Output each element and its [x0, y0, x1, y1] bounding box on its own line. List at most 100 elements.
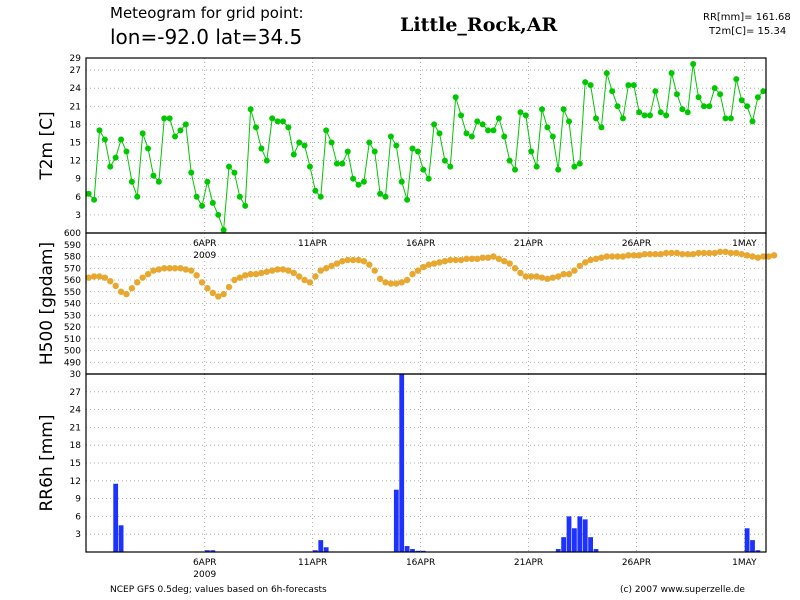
h500-point: [274, 266, 281, 273]
h500-point: [112, 282, 119, 290]
t2m-point: [479, 121, 486, 128]
t2m-point: [269, 115, 276, 122]
h500-point: [430, 260, 438, 267]
t2m-point: [150, 172, 157, 179]
h500-point: [171, 265, 179, 272]
h500-point: [144, 270, 152, 278]
h500-point: [544, 275, 551, 283]
t2m-point: [377, 190, 384, 197]
rr6h-bar: [393, 489, 399, 552]
t2m-point: [177, 127, 184, 134]
h500-point: [646, 250, 654, 258]
t2m-point: [236, 193, 243, 200]
h500-point: [425, 261, 432, 268]
t2m-point: [420, 166, 427, 173]
h500-point: [565, 270, 573, 278]
x-tick-label: 21APR: [514, 558, 543, 568]
t2m-point: [749, 118, 756, 125]
h500-point: [608, 253, 616, 260]
t2m-point: [360, 178, 367, 185]
x-tick-label: 11APR: [298, 239, 327, 249]
rr6h-bar: [572, 528, 577, 552]
h500-point: [479, 254, 486, 261]
t2m-point: [458, 112, 465, 119]
h500-point: [376, 275, 384, 283]
y-tick-label: 12: [70, 477, 81, 487]
h500-point: [328, 262, 335, 270]
h500-point: [506, 260, 513, 267]
h500-point: [193, 272, 200, 279]
t2m-point: [609, 88, 616, 95]
y-tick-label: 510: [64, 335, 81, 345]
t2m-point: [463, 130, 470, 137]
t2m-point: [576, 160, 583, 167]
t2m-point: [517, 109, 524, 116]
h500-point: [501, 258, 508, 265]
h500-point: [684, 250, 691, 258]
rr6h-bar: [561, 537, 567, 552]
t2m-point: [123, 148, 130, 155]
t2m-point: [91, 196, 98, 203]
rr6h-bar: [410, 549, 415, 552]
t2m-point: [668, 70, 675, 77]
t2m-point: [506, 157, 513, 164]
t2m-point: [663, 112, 670, 119]
h500-point: [166, 265, 173, 272]
h500-point: [463, 255, 470, 263]
t2m-point: [107, 163, 114, 170]
rr6h-bar: [323, 547, 329, 552]
h500-point: [117, 288, 125, 295]
y-tick-label: 18: [70, 441, 82, 451]
h500-point: [495, 255, 503, 263]
h500-point: [349, 256, 357, 264]
y-tick-label: 490: [64, 358, 81, 368]
h500-point: [215, 293, 222, 300]
t2m-point: [215, 211, 222, 218]
t2m-point: [350, 175, 357, 182]
h500-point: [242, 272, 249, 279]
t2m-point: [404, 196, 411, 203]
t2m-point: [533, 163, 540, 170]
h500-point: [447, 256, 454, 264]
y-tick-label: 21: [70, 102, 81, 112]
h500-point: [107, 277, 114, 285]
t2m-point: [188, 169, 195, 176]
h500-point: [511, 265, 519, 272]
t2m-point: [296, 139, 303, 146]
t2m-point: [279, 118, 286, 125]
t2m-point: [393, 142, 400, 149]
t2m-point: [619, 115, 626, 122]
h500-point: [247, 270, 254, 278]
h500-point: [236, 274, 244, 281]
h500-point: [641, 250, 648, 258]
x-tick-label: 6APR: [193, 558, 217, 568]
y-tick-label: 3: [75, 530, 81, 540]
h500-point: [366, 261, 373, 268]
h500-point: [398, 279, 405, 286]
t2m-point: [582, 79, 589, 86]
h500-point: [711, 249, 718, 257]
t2m-point: [528, 148, 535, 155]
t2m-point: [253, 124, 259, 131]
x-tick-label: 16APR: [406, 558, 435, 568]
y-tick-label: 520: [64, 323, 81, 333]
y-axis-title: RR6h [mm]: [37, 414, 57, 511]
t2m-point: [339, 160, 346, 167]
x-tick-label: 1MAY: [732, 558, 757, 568]
h500-point: [517, 269, 524, 277]
h500-point: [279, 266, 287, 273]
h500-point: [765, 253, 772, 260]
t2m-point: [134, 193, 141, 200]
h500-point: [457, 256, 465, 264]
t2m-point: [436, 130, 443, 137]
x-year-label: 2009: [193, 251, 216, 261]
h500-point: [188, 267, 195, 274]
y-tick-label: 550: [64, 288, 81, 298]
y-tick-label: 6: [75, 512, 81, 522]
h500-point: [317, 267, 324, 274]
title-line-1: Meteogram for grid point:: [110, 4, 304, 22]
x-tick-label: 26APR: [622, 239, 651, 249]
t2m-point: [285, 124, 292, 131]
t2m-point: [193, 193, 200, 200]
t2m-point: [145, 145, 152, 152]
